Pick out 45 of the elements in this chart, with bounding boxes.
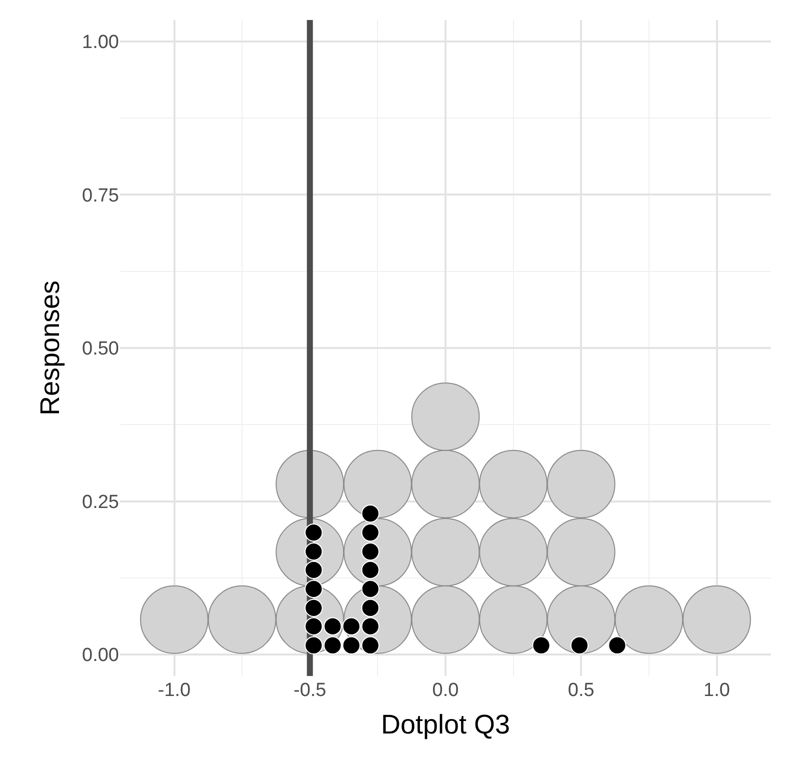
point: [208, 585, 276, 654]
point: [344, 450, 412, 518]
point: [614, 585, 684, 654]
point: [342, 617, 360, 636]
point: [361, 560, 380, 580]
point: [361, 636, 380, 654]
point: [411, 382, 480, 451]
point: [479, 585, 548, 654]
x-tick-label: 1.0: [704, 680, 730, 701]
point: [361, 504, 380, 523]
point: [608, 636, 626, 654]
x-tick-label: -0.5: [294, 680, 326, 701]
point: [304, 598, 323, 618]
point: [361, 598, 380, 618]
point: [479, 450, 548, 518]
point: [411, 518, 480, 586]
point: [140, 585, 208, 654]
point: [342, 636, 360, 654]
point: [411, 585, 480, 654]
y-tick-label: 0.00: [82, 645, 119, 666]
point: [304, 523, 323, 542]
x-axis-title: Dotplot Q3: [380, 709, 510, 740]
point: [682, 585, 751, 654]
point: [570, 636, 589, 654]
point: [304, 636, 323, 654]
point: [546, 450, 616, 518]
point: [361, 523, 380, 542]
point: [546, 518, 616, 586]
y-tick-label: 0.75: [82, 185, 119, 206]
x-tick-label: 0.5: [568, 680, 594, 701]
point: [304, 560, 323, 580]
y-tick-label: 0.50: [82, 338, 119, 360]
y-axis-title: Responses: [35, 280, 66, 416]
x-tick-label: -1.0: [158, 680, 191, 701]
point: [479, 518, 548, 586]
point: [361, 580, 380, 598]
y-tick-label: 0.25: [82, 492, 119, 513]
point: [324, 617, 342, 636]
y-tick-label: 1.00: [82, 32, 119, 54]
point: [324, 636, 342, 654]
point: [532, 636, 550, 654]
point: [546, 585, 616, 654]
point: [304, 580, 323, 598]
point: [411, 450, 480, 518]
x-tick-label: 0.0: [432, 680, 459, 701]
